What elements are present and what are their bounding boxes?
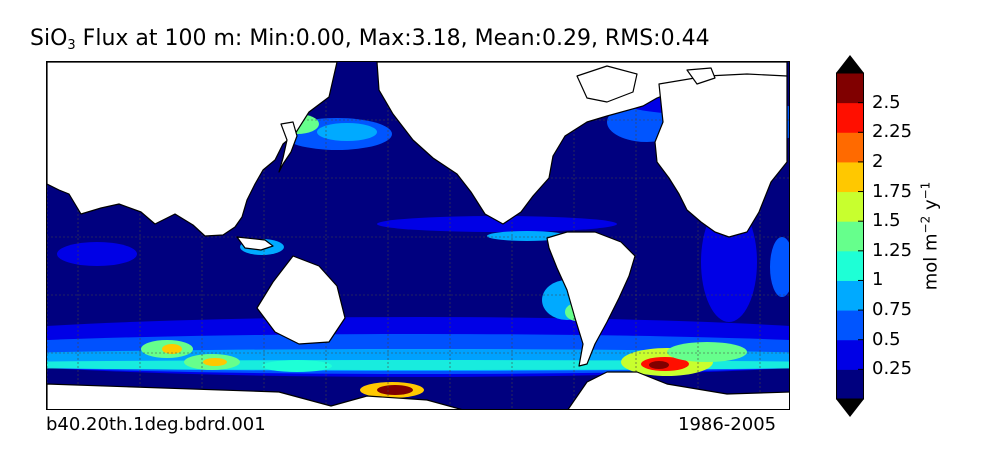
colorbar-tick-label: 0.25 (872, 358, 913, 380)
flux-contour (649, 361, 669, 369)
colorbar-bin (836, 102, 864, 133)
colorbar-tick-label: 1.75 (872, 180, 913, 202)
colorbar-bin (836, 280, 864, 311)
continent (47, 383, 462, 409)
colorbar-tick-label: 0.5 (872, 328, 901, 350)
flux-map (47, 62, 789, 409)
colorbar-extend-bottom (836, 399, 864, 417)
flux-contour (162, 344, 182, 354)
continent (47, 62, 338, 237)
colorbar-bin (836, 221, 864, 252)
colorbar (836, 55, 864, 417)
colorbar-bin (836, 191, 864, 222)
flux-contour (770, 237, 789, 297)
chart-title: SiO3 Flux at 100 m: Min:0.00, Max:3.18, … (30, 26, 710, 53)
colorbar-tick-label: 0.75 (872, 299, 913, 321)
colorbar-bin (836, 369, 864, 400)
continent (567, 371, 789, 409)
colorbar-tick-label: 1.25 (872, 239, 913, 261)
period-label: 1986-2005 (678, 414, 777, 435)
colorbar-label: mol m−2 y−1 (918, 181, 942, 291)
continent (236, 236, 274, 251)
colorbar-bin (836, 73, 864, 104)
land-masses (47, 62, 789, 409)
flux-contour (377, 385, 413, 395)
colorbar-tick-label: 2.5 (872, 91, 901, 113)
colorbar-extend-top (836, 55, 864, 73)
colorbar-tick-label: 1.5 (872, 210, 901, 232)
colorbar-tick-label: 1 (872, 269, 884, 291)
map-panel (46, 61, 790, 410)
colorbar-bin (836, 132, 864, 163)
case-name: b40.20th.1deg.bdrd.001 (46, 414, 266, 435)
flux-contour (667, 342, 747, 362)
continent (576, 65, 638, 103)
flux-high-regions (47, 82, 789, 398)
colorbar-tick-label: 2.25 (872, 121, 913, 143)
colorbar-bin (836, 310, 864, 341)
continent (686, 67, 716, 85)
colorbar-bin (836, 250, 864, 281)
continent (256, 255, 346, 345)
colorbar-outline (836, 72, 864, 400)
flux-contour (57, 242, 137, 266)
flux-contour (377, 216, 617, 232)
flux-contour (203, 358, 227, 366)
flux-contour (262, 360, 332, 372)
continent (278, 121, 298, 173)
colorbar-tick-label: 2 (872, 150, 884, 172)
flux-contour (317, 123, 377, 141)
continent (546, 231, 636, 367)
colorbar-bin (836, 339, 864, 370)
continent (654, 73, 788, 238)
colorbar-bin (836, 161, 864, 193)
